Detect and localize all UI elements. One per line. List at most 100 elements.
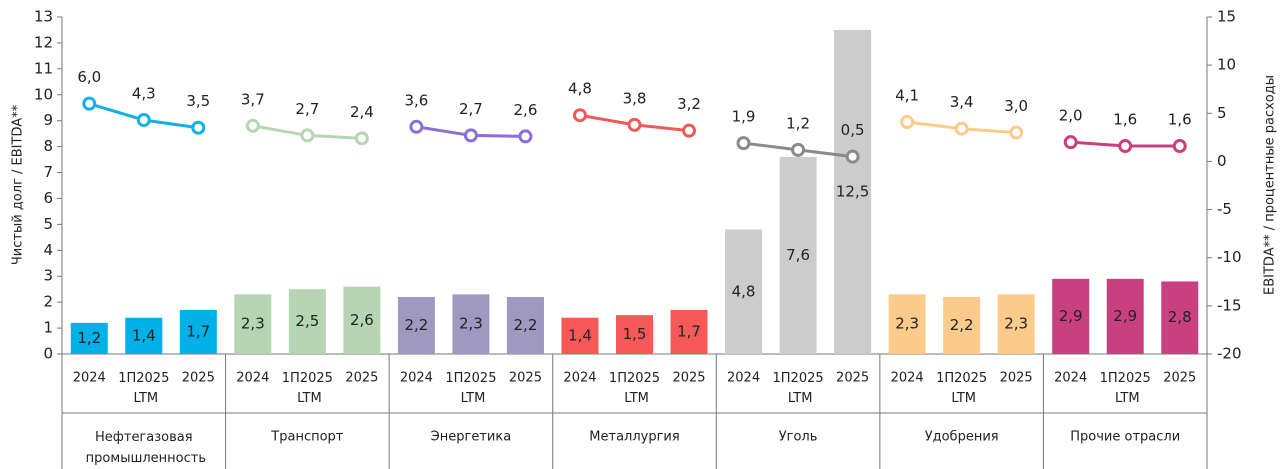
y-tick-label: 3: [43, 267, 53, 285]
bar: [997, 294, 1035, 354]
bar: [125, 317, 163, 354]
y-tick-label: 4: [43, 241, 53, 259]
bar: [234, 294, 272, 354]
line-value-label: 4,3: [132, 85, 156, 103]
line-marker: [627, 117, 642, 132]
line-marker: [191, 120, 206, 135]
group-label: Уголь: [779, 430, 818, 445]
x-tick-label: 1П2025 LTM: [445, 371, 496, 406]
bar-value-label: 1,4: [132, 326, 156, 344]
y-tick-label: 2: [43, 293, 53, 311]
x-tick-label: 2024: [891, 371, 924, 386]
bar-value-label: 1,4: [568, 326, 592, 344]
bar: [343, 286, 381, 354]
line-marker: [1063, 135, 1078, 150]
line-value-label: 2,0: [1059, 107, 1083, 125]
bar: [506, 296, 544, 354]
bar: [561, 317, 599, 354]
y-tick-label: 9: [43, 111, 53, 129]
x-tick-label: 2024: [727, 371, 760, 386]
y-axis-title: Чистый долг / EBITDA**: [11, 104, 26, 265]
line-marker: [845, 149, 860, 164]
y2-tick-label: 0: [1217, 152, 1227, 170]
line-marker: [900, 114, 915, 129]
bar: [779, 156, 817, 354]
line-value-label: 3,0: [1004, 97, 1028, 115]
group-label: Транспорт: [270, 430, 344, 445]
y-tick-label: 13: [34, 8, 53, 26]
group-label: Прочие отрасли: [1070, 430, 1180, 445]
bar: [397, 296, 435, 354]
line-marker: [82, 96, 97, 111]
line-value-label: 3,6: [404, 91, 428, 109]
line-value-label: 1,6: [1113, 111, 1137, 129]
bar-value-label: 2,6: [350, 311, 374, 329]
x-tick-label: 2024: [563, 371, 596, 386]
x-tick-label: 2025: [1000, 371, 1033, 386]
group-label: Нефтегазовая промышленность: [82, 430, 206, 466]
x-tick-label: 1П2025 LTM: [118, 371, 169, 406]
y2-tick-label: 5: [1217, 104, 1227, 122]
bar: [834, 29, 872, 354]
y-tick-label: 11: [34, 59, 53, 77]
bar: [288, 289, 326, 354]
bar: [1106, 278, 1144, 354]
line-value-label: 3,4: [950, 93, 974, 111]
x-tick-label: 2025: [672, 371, 705, 386]
y2-tick-label: -15: [1217, 296, 1242, 314]
line-marker: [1009, 125, 1024, 140]
bar-value-label: 4,8: [732, 282, 756, 300]
x-tick-label: 2024: [236, 371, 269, 386]
bar: [70, 322, 108, 354]
bar-value-label: 7,6: [786, 246, 810, 264]
y2-axis-title: EBITDA** / процентные расходы: [1263, 75, 1278, 295]
bar-value-label: 1,5: [623, 325, 647, 343]
line-marker: [954, 121, 969, 136]
bar-value-label: 2,2: [514, 316, 538, 334]
line-value-label: 1,6: [1168, 111, 1192, 129]
line-marker: [354, 131, 369, 146]
x-tick-label: 2025: [836, 371, 869, 386]
x-tick-label: 1П2025 LTM: [282, 371, 333, 406]
bar: [452, 294, 490, 354]
y-tick-label: 6: [43, 189, 53, 207]
bar-value-label: 12,5: [836, 182, 869, 200]
bar: [616, 315, 653, 354]
line-marker: [463, 128, 478, 143]
bar: [179, 309, 217, 354]
y2-tick-label: -10: [1217, 248, 1242, 266]
bar-value-label: 2,3: [1004, 315, 1028, 333]
y2-tick-label: -5: [1217, 200, 1232, 218]
group-label: Металлургия: [589, 430, 679, 445]
line-value-label: 6,0: [77, 68, 101, 86]
line-marker: [409, 119, 424, 134]
line-value-label: 4,8: [568, 80, 592, 98]
bar: [725, 229, 763, 354]
line-value-label: 0,5: [841, 121, 865, 139]
x-tick-label: 1П2025 LTM: [1100, 371, 1151, 406]
line-marker: [791, 142, 806, 157]
bar-value-label: 2,2: [950, 316, 974, 334]
bar-value-label: 2,2: [404, 316, 428, 334]
line-value-label: 3,2: [677, 95, 701, 113]
x-tick-label: 2024: [400, 371, 433, 386]
bar-value-label: 2,3: [895, 315, 919, 333]
x-tick-label: 1П2025 LTM: [936, 371, 987, 406]
x-tick-label: 2024: [73, 371, 106, 386]
line-marker: [1172, 139, 1187, 154]
bar-value-label: 2,3: [241, 315, 265, 333]
x-tick-label: 2025: [182, 371, 215, 386]
y-tick-label: 8: [43, 137, 53, 155]
line-value-label: 2,7: [459, 100, 483, 118]
line-marker: [136, 113, 151, 128]
bar-value-label: 1,7: [677, 322, 701, 340]
x-tick-label: 1П2025 LTM: [609, 371, 660, 406]
line-value-label: 3,7: [241, 90, 265, 108]
bar-value-label: 2,8: [1168, 308, 1192, 326]
line-marker: [736, 136, 751, 151]
line-value-label: 2,7: [295, 100, 319, 118]
y2-tick-label: 15: [1217, 8, 1236, 26]
x-tick-label: 2025: [345, 371, 378, 386]
y2-tick-label: 10: [1217, 56, 1236, 74]
x-tick-label: 2025: [1163, 371, 1196, 386]
